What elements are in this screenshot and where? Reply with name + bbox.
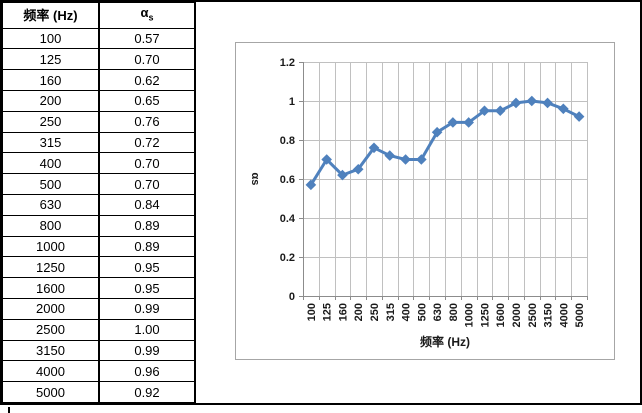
alpha-cell: 0.62 — [98, 69, 196, 91]
table-row: 800 0.89 — [2, 214, 196, 237]
alpha-cell: 0.95 — [98, 277, 196, 299]
svg-text:2500: 2500 — [527, 303, 539, 327]
alpha-cell: 0.84 — [98, 193, 196, 216]
alpha-header-subscript: s — [148, 12, 154, 23]
table-row: 500 0.70 — [2, 173, 196, 195]
svg-text:250: 250 — [369, 303, 381, 321]
frequency-cell: 400 — [2, 152, 100, 175]
svg-text:0.8: 0.8 — [280, 135, 295, 147]
alpha-header-label: α — [140, 5, 149, 20]
alpha-cell: 0.57 — [98, 27, 196, 50]
absorption-coefficient-table: 频率 (Hz) αs 100 0.57 125 0.70 160 0.62 200 0.65 2… — [2, 2, 196, 403]
table-header-row: 频率 (Hz) αs — [2, 2, 196, 29]
svg-text:400: 400 — [401, 303, 413, 321]
frequency-cell: 1000 — [2, 235, 100, 258]
frequency-cell: 1250 — [2, 256, 100, 279]
table-row: 125 0.70 — [2, 48, 196, 71]
svg-text:1250: 1250 — [479, 303, 491, 327]
svg-text:160: 160 — [337, 303, 349, 321]
frequency-header-label: 频率 (Hz) — [23, 7, 78, 23]
frequency-cell: 250 — [2, 110, 100, 133]
svg-text:200: 200 — [353, 303, 365, 321]
table-row: 100 0.57 — [2, 27, 196, 50]
alpha-cell: 0.65 — [98, 89, 196, 112]
alpha-cell: 0.76 — [98, 110, 196, 133]
svg-text:500: 500 — [416, 303, 428, 321]
next-row-border-stub — [8, 407, 10, 413]
frequency-cell: 100 — [2, 27, 100, 50]
alpha-cell: 0.89 — [98, 214, 196, 237]
svg-text:315: 315 — [385, 303, 397, 321]
frequency-cell: 630 — [2, 193, 100, 216]
alpha-cell: 0.89 — [98, 235, 196, 258]
frequency-column-header: 频率 (Hz) — [2, 2, 100, 29]
svg-text:1.2: 1.2 — [280, 57, 295, 69]
table-row: 1600 0.95 — [2, 277, 196, 299]
alpha-cell: 0.95 — [98, 256, 196, 279]
frequency-cell: 125 — [2, 48, 100, 71]
alpha-cell: 0.99 — [98, 297, 196, 320]
alpha-cell: 0.96 — [98, 360, 196, 383]
table-row: 400 0.70 — [2, 152, 196, 175]
table-row: 315 0.72 — [2, 131, 196, 154]
frequency-cell: 800 — [2, 214, 100, 237]
table-row: 2500 1.00 — [2, 318, 196, 341]
alpha-cell: 0.92 — [98, 381, 196, 403]
frequency-cell: 5000 — [2, 381, 100, 403]
table-row: 250 0.76 — [2, 110, 196, 133]
svg-text:0.4: 0.4 — [280, 213, 296, 225]
frequency-cell: 3150 — [2, 339, 100, 362]
svg-text:0: 0 — [289, 291, 295, 303]
svg-text:1000: 1000 — [464, 303, 476, 327]
table-row: 5000 0.92 — [2, 381, 196, 403]
svg-text:800: 800 — [448, 303, 460, 321]
frequency-cell: 200 — [2, 89, 100, 112]
table-row: 200 0.65 — [2, 89, 196, 112]
svg-text:4000: 4000 — [558, 303, 570, 327]
svg-text:125: 125 — [322, 303, 334, 321]
alpha-cell: 0.70 — [98, 152, 196, 175]
frequency-cell: 315 — [2, 131, 100, 154]
svg-text:1600: 1600 — [495, 303, 507, 327]
svg-text:630: 630 — [432, 303, 444, 321]
svg-text:αs: αs — [249, 173, 261, 186]
alpha-cell: 0.70 — [98, 173, 196, 195]
frequency-cell: 2500 — [2, 318, 100, 341]
frequency-cell: 500 — [2, 173, 100, 195]
table-row: 2000 0.99 — [2, 297, 196, 320]
table-row: 160 0.62 — [2, 69, 196, 91]
table-row: 4000 0.96 — [2, 360, 196, 383]
svg-text:100: 100 — [306, 303, 318, 321]
frequency-cell: 2000 — [2, 297, 100, 320]
alpha-cell: 0.72 — [98, 131, 196, 154]
alpha-cell: 0.70 — [98, 48, 196, 71]
table-body: 100 0.57 125 0.70 160 0.62 200 0.65 250 0.76 315 0.… — [2, 27, 196, 403]
svg-text:1: 1 — [289, 96, 295, 108]
table-row: 3150 0.99 — [2, 339, 196, 362]
svg-text:3150: 3150 — [543, 303, 555, 327]
table-row: 630 0.84 — [2, 193, 196, 216]
svg-text:5000: 5000 — [574, 303, 586, 327]
svg-text:0.2: 0.2 — [280, 252, 295, 264]
table-row: 1000 0.89 — [2, 235, 196, 258]
absorption-chart: 0 0.2 0.4 0.6 0.8 1 1.2 100 125 160 200 250 315 400 50… — [235, 42, 615, 360]
svg-text:2000: 2000 — [511, 303, 523, 327]
frequency-cell: 4000 — [2, 360, 100, 383]
frequency-cell: 160 — [2, 69, 100, 91]
alpha-cell: 1.00 — [98, 318, 196, 341]
svg-text:0.6: 0.6 — [280, 174, 295, 186]
svg-text:频率 (Hz): 频率 (Hz) — [420, 334, 470, 349]
table-row: 1250 0.95 — [2, 256, 196, 279]
alpha-column-header: αs — [98, 2, 196, 29]
alpha-cell: 0.99 — [98, 339, 196, 362]
frequency-cell: 1600 — [2, 277, 100, 299]
